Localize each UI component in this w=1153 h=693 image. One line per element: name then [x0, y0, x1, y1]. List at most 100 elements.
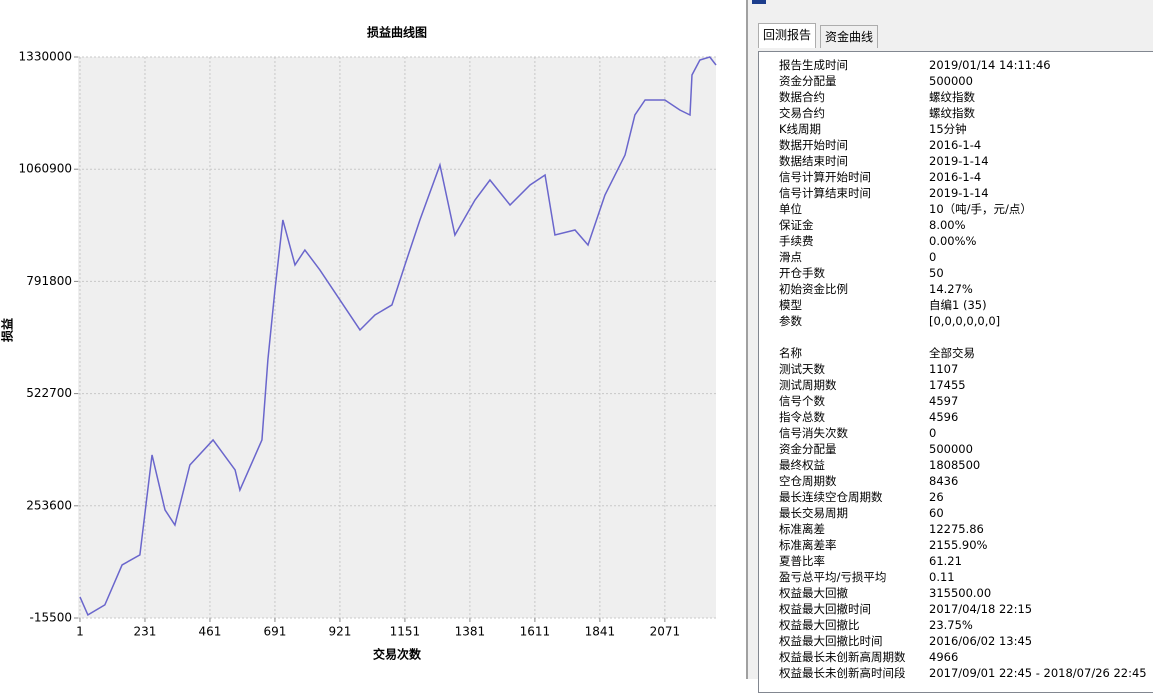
report-label: 权益最长未创新高时间段 [779, 666, 906, 680]
report-label: 权益最长未创新高周期数 [779, 650, 906, 664]
report-value: 23.75% [929, 618, 973, 632]
report-value: 0 [929, 250, 937, 264]
report-label: 信号计算开始时间 [779, 170, 871, 184]
report-row: 交易合约 螺纹指数 [779, 105, 975, 121]
report-label: 开仓手数 [779, 266, 825, 280]
report-row: 保证金 8.00% [779, 217, 966, 233]
report-value: 2155.90% [929, 538, 988, 552]
report-row: 权益最长未创新高时间段 2017/09/01 22:45 - 2018/07/26… [779, 665, 1147, 681]
report-row: 手续费 0.00%% [779, 233, 976, 249]
y-tick-label: 253600 [26, 498, 72, 512]
report-value: 2017/09/01 22:45 - 2018/07/26 22:45 [929, 666, 1147, 680]
report-label: 最长交易周期 [779, 506, 848, 520]
report-row: 最长交易周期 60 [779, 505, 944, 521]
report-label: 资金分配量 [779, 74, 837, 88]
report-row: 信号消失次数 0 [779, 425, 936, 441]
report-label: 最终权益 [779, 458, 825, 472]
report-value: 26 [929, 490, 944, 504]
report-value: 500000 [929, 442, 973, 456]
report-value: 自编1 (35) [929, 298, 987, 312]
report-row: 数据开始时间 2016-1-4 [779, 137, 981, 153]
x-tick-label: 921 [328, 625, 351, 639]
report-row: 权益最大回撤比 23.75% [779, 617, 973, 633]
report-value: [0,0,0,0,0,0] [929, 314, 1001, 328]
report-value: 4966 [929, 650, 959, 664]
report-label: 信号计算结束时间 [779, 186, 871, 200]
y-tick-label: 1330000 [19, 50, 72, 64]
report-row: 权益最长未创新高周期数 4966 [779, 649, 958, 665]
report-row: 权益最大回撤 315500.00 [779, 585, 991, 601]
report-value: 315500.00 [929, 586, 992, 600]
report-value: 4597 [929, 394, 959, 408]
report-value: 61.21 [929, 554, 962, 568]
report-label: 保证金 [779, 218, 814, 232]
report-value: 14.27% [929, 282, 973, 296]
report-label: 标准离差 [779, 522, 825, 536]
report-label: 测试周期数 [779, 378, 837, 392]
report-value: 1107 [929, 362, 959, 376]
report-row: 指令总数 4596 [779, 409, 958, 425]
x-tick-label: 1841 [585, 625, 616, 639]
report-label: 滑点 [779, 250, 802, 264]
report-label: 单位 [779, 202, 802, 216]
report-row: 开仓手数 50 [779, 265, 944, 281]
report-value: 8.00% [929, 218, 966, 232]
x-tick-label: 1 [76, 625, 84, 639]
y-tick-label: -15500 [29, 611, 72, 625]
report-label: 名称 [779, 346, 802, 360]
report-label: 交易合约 [779, 106, 825, 120]
y-tick-label: 522700 [26, 386, 72, 400]
report-label: 模型 [779, 298, 802, 312]
report-row: 信号计算结束时间 2019-1-14 [779, 185, 989, 201]
y-tick-label: 1060900 [19, 162, 72, 176]
report-row: 初始资金比例 14.27% [779, 281, 973, 297]
tab[interactable]: 回测报告 [758, 23, 817, 48]
report-value: 50 [929, 266, 944, 280]
report-value: 17455 [929, 378, 966, 392]
report-value: 0.00%% [929, 234, 977, 248]
report-row: K线周期 15分钟 [779, 121, 967, 137]
report-value: 2019-1-14 [929, 154, 989, 168]
report-label: K线周期 [779, 122, 822, 136]
report-row: 数据合约 螺纹指数 [779, 89, 975, 105]
y-axis-label: 损益 [0, 318, 15, 342]
y-tick-label: 791800 [26, 274, 72, 288]
report-label: 指令总数 [779, 410, 825, 424]
chart: 损益曲线图 交易次数 损益 -15500 253600 522700 791800 10… [0, 25, 717, 662]
report-box: 报告生成时间 2019/01/14 14:11:46 资金分配量 500000 数据合约… [758, 51, 1153, 693]
report-row: 标准离差 12275.86 [779, 521, 984, 537]
report-row: 资金分配量 500000 [779, 441, 973, 457]
report-row: 信号计算开始时间 2016-1-4 [779, 169, 981, 185]
report-value: 500000 [929, 74, 973, 88]
report-row: 信号个数 4597 [779, 393, 958, 409]
tab[interactable]: 资金曲线 [820, 25, 879, 48]
report-row: 标准离差率 2155.90% [779, 537, 987, 553]
report-label: 信号个数 [779, 394, 825, 408]
report-label: 空仓周期数 [779, 474, 837, 488]
report-row: 空仓周期数 8436 [779, 473, 958, 489]
report-row: 夏普比率 61.21 [779, 553, 962, 569]
report-label: 数据合约 [779, 90, 825, 104]
x-tick-label: 461 [198, 625, 221, 639]
report-label: 初始资金比例 [779, 282, 848, 296]
report-row: 单位 10（吨/手，元/点） [779, 201, 1032, 217]
x-tick-label: 1381 [455, 625, 486, 639]
report-value: 1808500 [929, 458, 981, 472]
report-row: 测试周期数 17455 [779, 377, 966, 393]
report-label: 手续费 [779, 234, 814, 248]
report-label: 最长连续空仓周期数 [779, 490, 883, 504]
report-panel: 回测报告 资金曲线 报告生成时间 2019/01/14 14:11:46 资金分配量… [746, 0, 1153, 693]
report-label: 权益最大回撤时间 [779, 602, 871, 616]
x-axis-label: 交易次数 [373, 647, 422, 662]
plot-area [78, 57, 716, 618]
report-row: 最终权益 1808500 [779, 457, 980, 473]
report-row: 权益最大回撤比时间 2016/06/02 13:45 [779, 633, 1032, 649]
report-value: 2019/01/14 14:11:46 [929, 58, 1051, 72]
line [79, 56, 717, 616]
report-row: 数据结束时间 2019-1-14 [779, 153, 989, 169]
report-row: 参数 [0,0,0,0,0,0] [779, 313, 1000, 329]
report-label: 报告生成时间 [779, 58, 848, 72]
report-label: 参数 [779, 314, 802, 328]
report-label: 权益最大回撤比时间 [779, 634, 883, 648]
report-value: 2016/06/02 13:45 [929, 634, 1033, 648]
